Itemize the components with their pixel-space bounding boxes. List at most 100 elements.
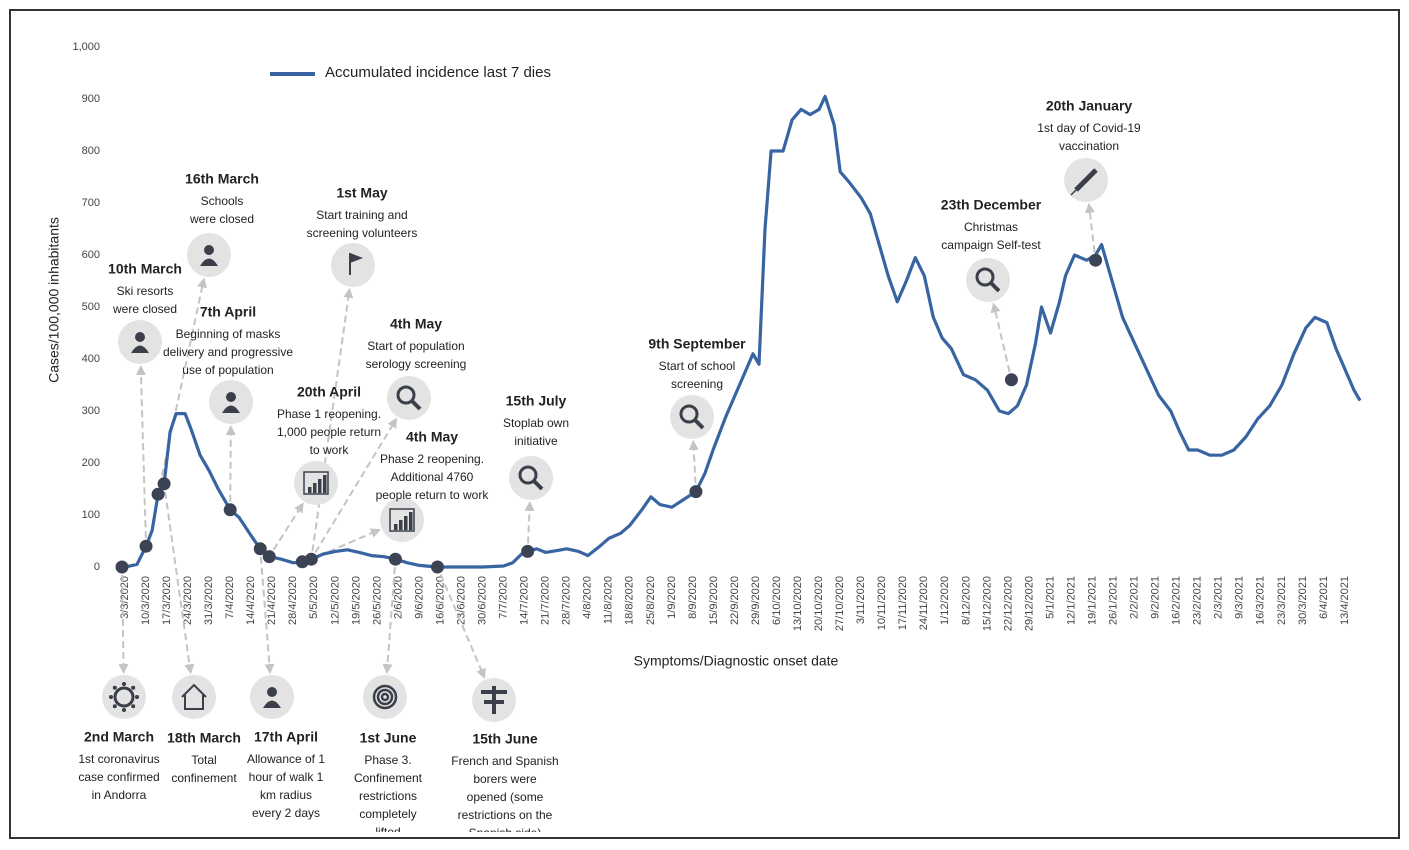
x-tick-label: 15/12/2020 [981, 576, 993, 631]
event-icon-bg [363, 675, 407, 719]
event-icon [394, 524, 398, 530]
event-icon [989, 281, 1001, 293]
annotation-title: 20th January [1046, 98, 1133, 114]
x-tick-label: 20/10/2020 [813, 576, 825, 631]
annotation-text: Start training and [316, 208, 407, 222]
annotation-text: Phase 1 reopening. [277, 407, 381, 421]
annotation-text: use of population [182, 363, 273, 377]
event-dot [253, 542, 267, 556]
event-icon [135, 332, 145, 342]
x-tick-label: 29/12/2020 [1023, 576, 1035, 631]
annotation-title: 16th March [185, 171, 259, 187]
annotation-title: 4th May [406, 429, 458, 445]
annotation-title: 15th June [472, 731, 538, 747]
x-tick-label: 2/2/2021 [1129, 576, 1141, 619]
annotation-text: Allowance of 1 [247, 752, 325, 766]
event-arrow [272, 502, 304, 551]
x-tick-label: 3/11/2020 [855, 576, 867, 624]
event-dot [115, 560, 129, 574]
annotation-text: confinement [171, 771, 237, 785]
event-icon [112, 704, 117, 709]
annotation-text: Ski resorts [117, 284, 174, 298]
x-tick-label: 23/2/2021 [1192, 576, 1204, 625]
event-icon [372, 684, 398, 710]
x-tick-label: 7/4/2020 [224, 576, 236, 619]
annotation-title: 10th March [108, 261, 182, 277]
y-tick-label: 700 [82, 197, 100, 209]
y-tick-label: 100 [82, 509, 100, 521]
annotation-text: opened (some [467, 790, 544, 804]
event-icon [693, 418, 705, 430]
event-arrow [314, 417, 398, 553]
event-icon [323, 475, 327, 493]
annotation-text: restrictions on the [458, 808, 553, 822]
x-tick-label: 19/5/2020 [350, 576, 362, 625]
x-tick-label: 5/5/2020 [308, 576, 320, 619]
x-tick-label: 17/11/2020 [897, 576, 909, 630]
x-tick-label: 30/6/2020 [476, 576, 488, 625]
annotation-text: to work [310, 443, 350, 457]
annotation-text: French and Spanish [451, 754, 558, 768]
event-icon [267, 687, 277, 697]
annotation-text: Total [191, 753, 216, 767]
event-arrow [135, 364, 147, 539]
event-dot [262, 550, 276, 564]
event-icon [181, 683, 207, 710]
event-icon [975, 267, 995, 287]
event-icon-bg [387, 376, 431, 420]
annotation-text: every 2 days [252, 806, 320, 820]
annotation-text: Christmas [964, 220, 1018, 234]
annotation-text: case confirmed [78, 770, 159, 784]
annotation-text: Confinement [354, 771, 423, 785]
event-icon [518, 465, 538, 485]
x-tick-label: 29/9/2020 [750, 576, 762, 625]
x-tick-label: 24/11/2020 [918, 576, 930, 630]
y-tick-label: 1,000 [72, 41, 100, 53]
event-dot [521, 544, 535, 558]
event-icon [410, 399, 422, 411]
annotation-title: 7th April [200, 304, 256, 320]
annotation-text: restrictions [359, 789, 417, 803]
annotation-text: were closed [112, 302, 177, 316]
event-arrow [164, 491, 195, 675]
annotation-title: 23th December [941, 197, 1042, 213]
annotation-text: in Andorra [92, 788, 147, 802]
annotation-text: completely [359, 807, 416, 821]
annotation-text: Phase 2 reopening. [380, 452, 484, 466]
x-tick-label: 12/1/2021 [1065, 576, 1077, 625]
event-icon [679, 404, 699, 424]
x-tick-label: 19/1/2021 [1086, 576, 1098, 625]
event-dot [388, 552, 402, 566]
x-tick-label: 1/12/2020 [939, 576, 951, 625]
annotation-text: lifted [375, 825, 400, 839]
annotation-title: 9th September [648, 336, 746, 352]
annotation-title: 1st June [360, 730, 417, 746]
x-tick-label: 2/3/2021 [1213, 576, 1225, 619]
event-dot [139, 539, 153, 553]
x-tick-label: 22/9/2020 [729, 576, 741, 625]
event-icon [1070, 189, 1077, 196]
event-dot [304, 552, 318, 566]
event-icon-bg [509, 456, 553, 500]
event-dot [223, 503, 237, 517]
event-dot [151, 487, 165, 501]
event-arrow [259, 556, 275, 675]
event-icon [131, 345, 149, 353]
annotation-title: 2nd March [84, 729, 154, 745]
event-arrow [688, 439, 699, 484]
annotation-text: Start of population [367, 339, 464, 353]
x-tick-label: 25/8/2020 [645, 576, 657, 625]
annotation-text: Start of school [659, 359, 736, 373]
y-axis-label: Cases/100,000 inhabitants [46, 217, 62, 383]
event-icon [1074, 168, 1098, 192]
annotation-text: Spanish side) [469, 826, 542, 840]
annotation-title: 18th March [167, 730, 241, 746]
event-dot [431, 560, 445, 574]
event-arrow [311, 287, 354, 552]
x-tick-label: 13/4/2021 [1339, 576, 1351, 625]
event-icon-bg [102, 675, 146, 719]
x-tick-label: 14/4/2020 [245, 576, 257, 625]
annotation-text: Phase 3. [364, 753, 411, 767]
x-tick-label: 10/3/2020 [140, 576, 152, 625]
